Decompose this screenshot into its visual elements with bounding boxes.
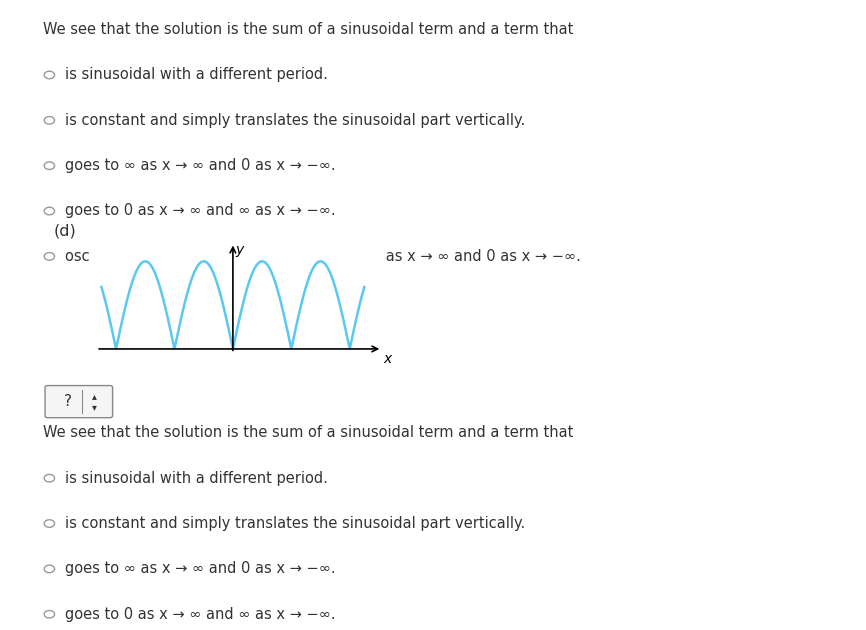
Text: (d): (d) — [54, 224, 76, 239]
Text: y: y — [236, 243, 243, 257]
FancyBboxPatch shape — [45, 386, 113, 418]
Text: ▴
▾: ▴ ▾ — [92, 391, 97, 413]
Text: is constant and simply translates the sinusoidal part vertically.: is constant and simply translates the si… — [65, 516, 525, 531]
Text: We see that the solution is the sum of a sinusoidal term and a term that: We see that the solution is the sum of a… — [43, 22, 573, 37]
Text: goes to ∞ as x → ∞ and 0 as x → −∞.: goes to ∞ as x → ∞ and 0 as x → −∞. — [65, 561, 335, 576]
Text: goes to ∞ as x → ∞ and 0 as x → −∞.: goes to ∞ as x → ∞ and 0 as x → −∞. — [65, 158, 335, 173]
Text: We see that the solution is the sum of a sinusoidal term and a term that: We see that the solution is the sum of a… — [43, 425, 573, 440]
Text: goes to 0 as x → ∞ and ∞ as x → −∞.: goes to 0 as x → ∞ and ∞ as x → −∞. — [65, 203, 335, 219]
Text: is constant and simply translates the sinusoidal part vertically.: is constant and simply translates the si… — [65, 113, 525, 128]
Text: x: x — [384, 352, 391, 367]
Text: oscillates with an amplitude that goes to ∞ as x → ∞ and 0 as x → −∞.: oscillates with an amplitude that goes t… — [65, 249, 581, 264]
Text: is sinusoidal with a different period.: is sinusoidal with a different period. — [65, 471, 328, 486]
Text: goes to 0 as x → ∞ and ∞ as x → −∞.: goes to 0 as x → ∞ and ∞ as x → −∞. — [65, 607, 335, 622]
Text: ?: ? — [63, 394, 72, 409]
Text: is sinusoidal with a different period.: is sinusoidal with a different period. — [65, 67, 328, 83]
